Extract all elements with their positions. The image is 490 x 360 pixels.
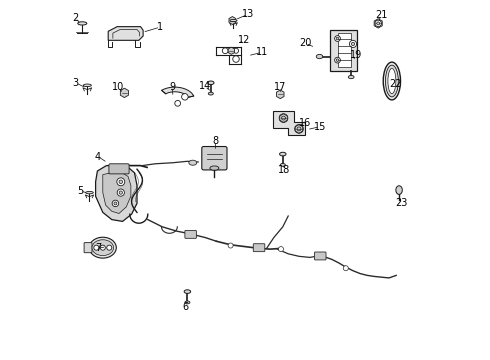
Ellipse shape <box>230 19 237 22</box>
Text: 13: 13 <box>242 9 254 19</box>
Circle shape <box>336 37 339 40</box>
FancyBboxPatch shape <box>330 30 357 71</box>
Text: 18: 18 <box>278 165 290 175</box>
Polygon shape <box>280 114 287 122</box>
Text: 2: 2 <box>72 13 78 23</box>
Polygon shape <box>121 88 128 98</box>
Circle shape <box>377 22 380 25</box>
Ellipse shape <box>316 54 323 59</box>
Text: 17: 17 <box>274 82 287 92</box>
Circle shape <box>349 40 357 48</box>
Text: 7: 7 <box>95 243 101 253</box>
Polygon shape <box>374 19 382 28</box>
Circle shape <box>233 56 239 62</box>
Ellipse shape <box>280 163 285 166</box>
Circle shape <box>282 116 286 120</box>
Circle shape <box>335 57 341 63</box>
Ellipse shape <box>189 160 197 165</box>
FancyBboxPatch shape <box>338 33 351 67</box>
Ellipse shape <box>210 166 219 170</box>
Text: 23: 23 <box>395 198 408 208</box>
Ellipse shape <box>388 68 396 94</box>
Text: 4: 4 <box>95 152 101 162</box>
Circle shape <box>279 114 288 122</box>
Circle shape <box>112 200 119 207</box>
Ellipse shape <box>280 152 286 156</box>
Circle shape <box>94 245 99 250</box>
Polygon shape <box>103 171 131 213</box>
Ellipse shape <box>83 84 91 87</box>
Text: 1: 1 <box>157 22 164 32</box>
Circle shape <box>222 48 228 54</box>
Circle shape <box>175 100 180 106</box>
Ellipse shape <box>396 186 402 194</box>
Circle shape <box>397 190 401 194</box>
Text: 5: 5 <box>77 186 83 196</box>
Text: 12: 12 <box>238 35 250 45</box>
Polygon shape <box>108 27 143 40</box>
Text: 10: 10 <box>112 82 124 92</box>
Text: 16: 16 <box>299 118 312 128</box>
FancyBboxPatch shape <box>185 230 196 238</box>
Ellipse shape <box>208 92 213 95</box>
Circle shape <box>119 191 122 194</box>
Text: 20: 20 <box>299 38 312 48</box>
Text: 9: 9 <box>169 82 175 92</box>
FancyBboxPatch shape <box>109 164 129 174</box>
Text: 21: 21 <box>375 10 387 20</box>
Circle shape <box>294 125 303 133</box>
FancyBboxPatch shape <box>315 252 326 260</box>
Polygon shape <box>229 17 236 24</box>
Circle shape <box>375 20 381 27</box>
Polygon shape <box>162 87 194 97</box>
Text: 14: 14 <box>198 81 211 91</box>
Text: 6: 6 <box>183 302 189 312</box>
Circle shape <box>336 59 339 62</box>
Circle shape <box>100 245 105 250</box>
Circle shape <box>278 247 284 252</box>
Polygon shape <box>228 47 234 54</box>
Ellipse shape <box>92 240 114 256</box>
Circle shape <box>228 243 233 248</box>
Circle shape <box>233 48 239 53</box>
Ellipse shape <box>386 65 398 97</box>
Ellipse shape <box>185 301 190 304</box>
Text: 3: 3 <box>73 78 79 88</box>
Circle shape <box>107 245 112 250</box>
Polygon shape <box>295 125 303 133</box>
Text: 19: 19 <box>350 50 362 60</box>
Circle shape <box>351 42 355 46</box>
Text: 22: 22 <box>389 78 402 89</box>
FancyBboxPatch shape <box>202 147 227 170</box>
Circle shape <box>117 189 124 196</box>
Ellipse shape <box>89 237 116 258</box>
Text: 11: 11 <box>256 47 269 57</box>
Ellipse shape <box>208 81 214 85</box>
Circle shape <box>182 94 188 100</box>
Polygon shape <box>96 166 137 221</box>
FancyBboxPatch shape <box>253 244 265 252</box>
Ellipse shape <box>184 290 191 293</box>
Polygon shape <box>273 111 305 135</box>
Circle shape <box>117 178 125 186</box>
Text: 15: 15 <box>314 122 326 132</box>
Ellipse shape <box>348 75 354 78</box>
Circle shape <box>119 180 122 184</box>
FancyBboxPatch shape <box>84 243 92 253</box>
Text: 8: 8 <box>213 136 219 146</box>
Polygon shape <box>276 90 284 99</box>
Circle shape <box>335 36 341 41</box>
Ellipse shape <box>86 192 93 194</box>
Ellipse shape <box>383 62 400 100</box>
Circle shape <box>343 266 348 271</box>
Circle shape <box>114 202 117 205</box>
Ellipse shape <box>78 22 87 25</box>
Circle shape <box>297 127 301 131</box>
